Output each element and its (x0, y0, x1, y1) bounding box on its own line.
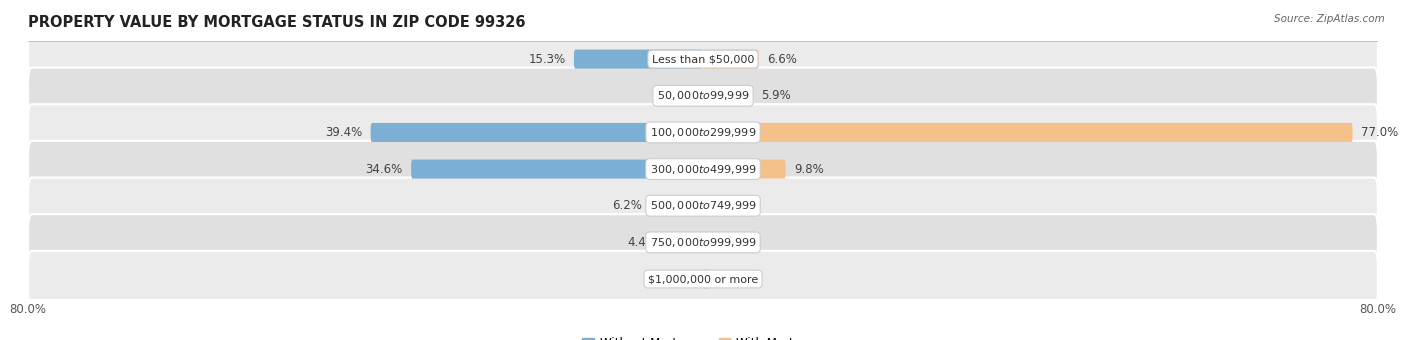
Text: 9.8%: 9.8% (794, 163, 824, 175)
Text: 34.6%: 34.6% (366, 163, 402, 175)
FancyBboxPatch shape (666, 233, 703, 252)
Text: 5.9%: 5.9% (761, 89, 792, 102)
Text: 6.6%: 6.6% (768, 53, 797, 66)
FancyBboxPatch shape (28, 177, 1378, 234)
Text: 0.68%: 0.68% (717, 273, 754, 286)
FancyBboxPatch shape (28, 214, 1378, 271)
Text: $100,000 to $299,999: $100,000 to $299,999 (650, 126, 756, 139)
Text: 0.0%: 0.0% (711, 236, 741, 249)
FancyBboxPatch shape (703, 123, 1353, 142)
FancyBboxPatch shape (703, 50, 759, 69)
Text: $750,000 to $999,999: $750,000 to $999,999 (650, 236, 756, 249)
Text: $50,000 to $99,999: $50,000 to $99,999 (657, 89, 749, 102)
Text: 0.0%: 0.0% (711, 199, 741, 212)
FancyBboxPatch shape (703, 159, 786, 178)
Text: 15.3%: 15.3% (529, 53, 565, 66)
Text: 77.0%: 77.0% (1361, 126, 1398, 139)
Text: 0.0%: 0.0% (665, 273, 695, 286)
FancyBboxPatch shape (411, 159, 703, 178)
Text: Less than $50,000: Less than $50,000 (652, 54, 754, 64)
FancyBboxPatch shape (28, 68, 1378, 124)
FancyBboxPatch shape (703, 270, 709, 289)
Text: Source: ZipAtlas.com: Source: ZipAtlas.com (1274, 14, 1385, 23)
FancyBboxPatch shape (28, 104, 1378, 161)
Text: 0.0%: 0.0% (665, 89, 695, 102)
Text: 4.4%: 4.4% (627, 236, 658, 249)
Legend: Without Mortgage, With Mortgage: Without Mortgage, With Mortgage (582, 337, 824, 340)
FancyBboxPatch shape (28, 141, 1378, 197)
Text: 6.2%: 6.2% (613, 199, 643, 212)
FancyBboxPatch shape (703, 86, 752, 105)
FancyBboxPatch shape (371, 123, 703, 142)
FancyBboxPatch shape (651, 196, 703, 215)
FancyBboxPatch shape (28, 251, 1378, 307)
Text: 39.4%: 39.4% (325, 126, 363, 139)
FancyBboxPatch shape (28, 31, 1378, 87)
FancyBboxPatch shape (574, 50, 703, 69)
Text: $500,000 to $749,999: $500,000 to $749,999 (650, 199, 756, 212)
Text: $300,000 to $499,999: $300,000 to $499,999 (650, 163, 756, 175)
Text: PROPERTY VALUE BY MORTGAGE STATUS IN ZIP CODE 99326: PROPERTY VALUE BY MORTGAGE STATUS IN ZIP… (28, 15, 526, 30)
Text: $1,000,000 or more: $1,000,000 or more (648, 274, 758, 284)
